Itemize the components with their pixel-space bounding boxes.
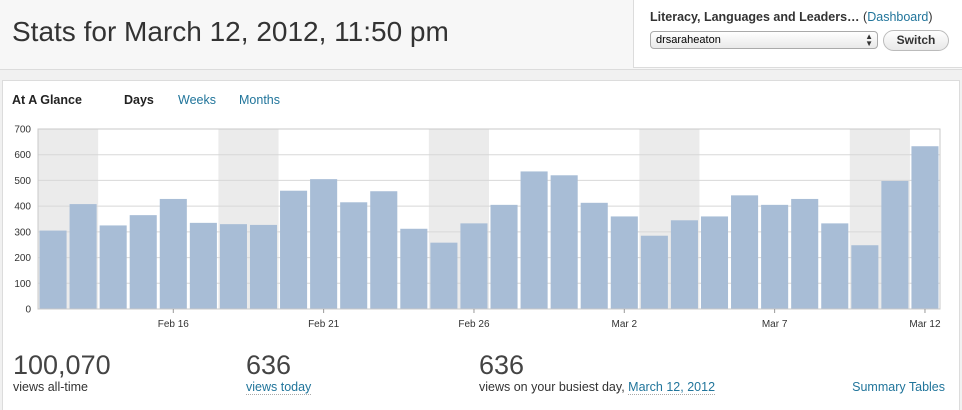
chart-bar[interactable]	[821, 223, 849, 309]
tab-days[interactable]: Days	[124, 93, 154, 107]
chart-bar[interactable]	[189, 222, 217, 309]
chart-bar[interactable]	[280, 190, 308, 309]
dashboard-paren-open: (	[863, 10, 868, 24]
tab-weeks[interactable]: Weeks	[178, 93, 216, 107]
busiest-day-label: views on your busiest day,	[479, 380, 629, 394]
x-tick-label: Feb 21	[308, 319, 340, 330]
chart-bar[interactable]	[159, 198, 187, 309]
y-tick-label: 300	[14, 227, 31, 238]
x-tick-label: Feb 26	[458, 319, 490, 330]
switch-button[interactable]: Switch	[883, 30, 949, 51]
x-tick-label: Mar 7	[762, 319, 788, 330]
chart-bar[interactable]	[731, 195, 759, 309]
views-chart: 0 100 200 300 400 500 600 700 Feb 16 Feb 21 Feb 26…	[14, 125, 941, 331]
chart-bar[interactable]	[69, 204, 97, 309]
at-a-glance-heading: At A Glance	[12, 93, 82, 107]
dashboard-link[interactable]: Dashboard	[867, 10, 929, 24]
x-tick-label: Feb 16	[158, 319, 190, 330]
y-tick-label: 400	[14, 202, 31, 213]
chart-bar[interactable]	[520, 171, 548, 309]
chart-bar[interactable]	[129, 215, 157, 309]
views-today-link[interactable]: views today	[246, 380, 312, 395]
chart-bar[interactable]	[610, 216, 638, 309]
chart-bar[interactable]	[580, 202, 608, 309]
chart-bar[interactable]	[400, 228, 428, 309]
views-all-time-label: views all-time	[13, 380, 89, 394]
summary-tables-link[interactable]: Summary Tables	[852, 380, 945, 394]
blog-select-value: drsaraheaton	[656, 34, 721, 46]
blog-switcher-panel: Literacy, Languages and Leaders… (Dashbo…	[633, 0, 962, 68]
chart-bar[interactable]	[249, 224, 278, 309]
blog-name: Literacy, Languages and Leaders…	[650, 10, 860, 24]
tab-months[interactable]: Months	[239, 93, 280, 107]
chart-bar[interactable]	[39, 230, 67, 309]
chart-bar[interactable]	[881, 180, 909, 309]
chart-bar[interactable]	[761, 204, 789, 309]
chart-bar[interactable]	[700, 216, 729, 309]
chart-bar[interactable]	[911, 146, 939, 309]
summary-stats: 100,070 views all-time 636 views today 6…	[0, 345, 962, 405]
blog-name-row: Literacy, Languages and Leaders… (Dashbo…	[650, 10, 933, 24]
chart-bar[interactable]	[219, 224, 247, 309]
chart-bar[interactable]	[99, 225, 127, 309]
dashboard-paren-close: )	[928, 10, 933, 24]
y-tick-label: 500	[14, 176, 31, 187]
y-tick-label: 200	[14, 253, 31, 264]
y-tick-label: 100	[14, 279, 31, 290]
chart-bar[interactable]	[490, 204, 518, 309]
page-title: Stats for March 12, 2012, 11:50 pm	[12, 16, 449, 47]
chart-axes: 0 100 200 300 400 500 600 700 Feb 16 Feb 21 Feb 26…	[14, 125, 941, 331]
y-tick-label: 600	[14, 150, 31, 161]
chart-bar[interactable]	[851, 245, 879, 309]
chart-bar[interactable]	[550, 175, 578, 309]
chart-bar[interactable]	[460, 223, 488, 309]
plot-border	[37, 128, 941, 310]
chart-bar[interactable]	[670, 220, 698, 309]
chart-bar[interactable]	[340, 202, 368, 309]
chart-bar[interactable]	[640, 235, 668, 309]
chart-gridlines	[38, 128, 940, 310]
busiest-day-value: 636	[479, 350, 525, 380]
select-arrows-icon: ▲ ▼	[865, 32, 873, 48]
y-tick-label: 0	[25, 305, 31, 316]
views-all-time-value: 100,070	[13, 350, 111, 380]
x-tick-label: Mar 2	[612, 319, 638, 330]
busiest-day-link[interactable]: March 12, 2012	[628, 380, 716, 395]
y-tick-label: 700	[14, 125, 31, 136]
blog-select[interactable]: drsaraheaton ▲ ▼	[650, 31, 878, 49]
chart-bar[interactable]	[370, 191, 398, 309]
chart-bar[interactable]	[310, 179, 338, 309]
chart-bars[interactable]	[39, 146, 939, 309]
x-tick-label: Mar 12	[909, 319, 941, 330]
views-today-value: 636	[246, 350, 292, 380]
chart-bar[interactable]	[791, 198, 819, 309]
busiest-day-caption: views on your busiest day, March 12, 201…	[479, 380, 716, 395]
chart-bar[interactable]	[430, 242, 458, 309]
